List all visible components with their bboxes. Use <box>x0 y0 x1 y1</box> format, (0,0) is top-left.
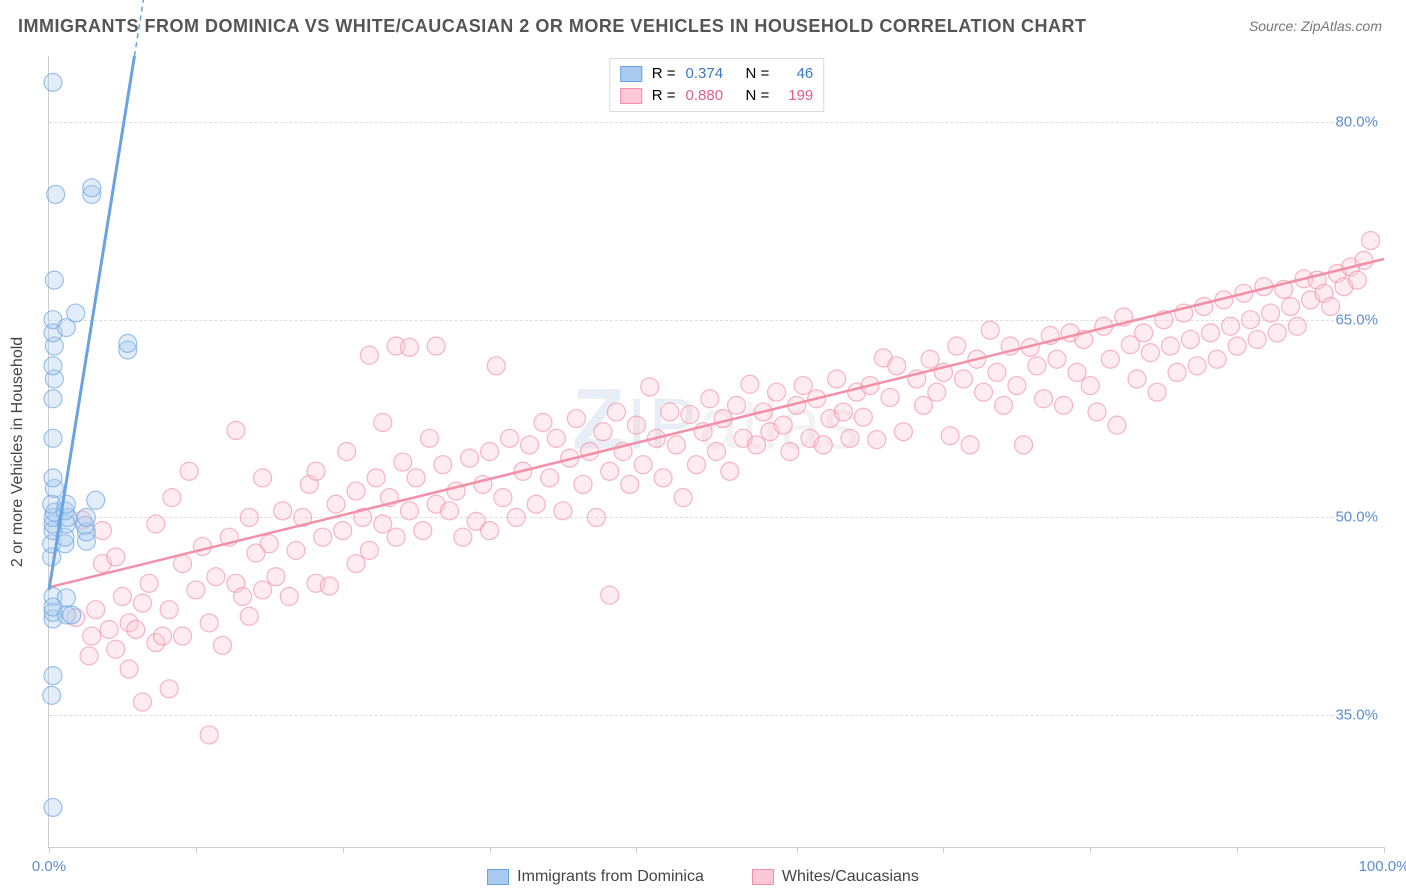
source-label: Source: ZipAtlas.com <box>1249 18 1382 34</box>
legend-r-value-2: 0.880 <box>686 85 736 107</box>
chart-svg <box>49 56 1384 847</box>
legend-label-2: Whites/Caucasians <box>782 868 919 886</box>
x-tick <box>343 847 344 853</box>
legend-swatch-icon <box>487 869 509 885</box>
legend-r-label: R = <box>652 63 676 85</box>
legend-n-label: N = <box>746 63 770 85</box>
chart-canvas: R = 0.374 N = 46 R = 0.880 N = 199 ZIPat… <box>48 56 1384 848</box>
plot-area: 2 or more Vehicles in Household R = 0.37… <box>48 56 1384 848</box>
legend-swatch-2 <box>620 88 642 104</box>
legend-item-1: Immigrants from Dominica <box>487 868 704 886</box>
x-tick <box>49 847 50 853</box>
legend-n-label: N = <box>746 85 770 107</box>
legend-label-1: Immigrants from Dominica <box>517 868 704 886</box>
x-tick <box>797 847 798 853</box>
y-axis-label: 2 or more Vehicles in Household <box>9 337 27 567</box>
x-tick <box>490 847 491 853</box>
x-tick <box>1237 847 1238 853</box>
x-tick <box>943 847 944 853</box>
legend-n-value-1: 46 <box>779 63 813 85</box>
correlation-legend: R = 0.374 N = 46 R = 0.880 N = 199 <box>609 58 825 112</box>
chart-title: IMMIGRANTS FROM DOMINICA VS WHITE/CAUCAS… <box>18 16 1087 37</box>
series-legend: Immigrants from Dominica Whites/Caucasia… <box>0 868 1406 886</box>
legend-swatch-1 <box>620 66 642 82</box>
legend-n-value-2: 199 <box>779 85 813 107</box>
legend-r-value-1: 0.374 <box>686 63 736 85</box>
x-tick <box>636 847 637 853</box>
x-tick <box>196 847 197 853</box>
legend-row-2: R = 0.880 N = 199 <box>620 85 814 107</box>
legend-item-2: Whites/Caucasians <box>752 868 919 886</box>
legend-swatch-icon <box>752 869 774 885</box>
x-tick <box>1090 847 1091 853</box>
legend-r-label: R = <box>652 85 676 107</box>
x-tick <box>1384 847 1385 853</box>
legend-row-1: R = 0.374 N = 46 <box>620 63 814 85</box>
